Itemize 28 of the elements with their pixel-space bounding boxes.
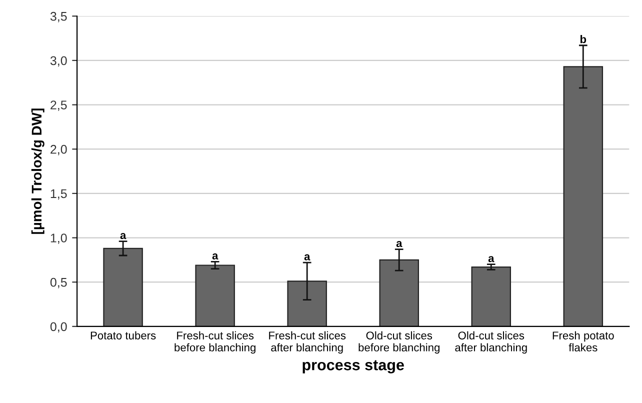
x-axis-title: process stage xyxy=(302,360,404,374)
y-tick-label: 0,0 xyxy=(50,322,67,333)
x-tick-label: Fresh-cut slices after blanching xyxy=(269,331,346,354)
x-tick-label: Old-cut slices after blanching xyxy=(455,331,527,354)
annotation: a xyxy=(304,254,310,260)
annotation: a xyxy=(488,256,494,262)
y-tick-label: 3,0 xyxy=(50,56,67,67)
x-tick-label: Fresh potato flakes xyxy=(552,331,614,352)
bar xyxy=(471,266,512,326)
y-tick-label: 2,0 xyxy=(50,144,67,156)
bar xyxy=(103,248,143,326)
y-tick-label: 2,5 xyxy=(50,100,67,111)
bar xyxy=(379,259,419,326)
annotation: b xyxy=(580,35,586,44)
x-tick-label: Old-cut slices before blanching xyxy=(358,331,440,354)
annotation: a xyxy=(396,241,402,248)
annotation: a xyxy=(120,233,126,240)
y-axis-title: [µmol Trolox/g DW] xyxy=(31,108,44,234)
x-tick-label: Fresh-cut slices before blanching xyxy=(174,331,256,354)
bar xyxy=(287,280,327,326)
y-tick-label: 1,5 xyxy=(50,189,67,200)
y-tick-label: 3,5 xyxy=(50,12,67,22)
y-tick-label: 1,0 xyxy=(50,234,67,244)
x-tick-label: Potato tubers xyxy=(90,331,156,340)
bar xyxy=(563,66,604,326)
bar xyxy=(195,264,235,326)
y-tick-label: 0,5 xyxy=(50,278,67,288)
annotation: a xyxy=(212,253,218,260)
